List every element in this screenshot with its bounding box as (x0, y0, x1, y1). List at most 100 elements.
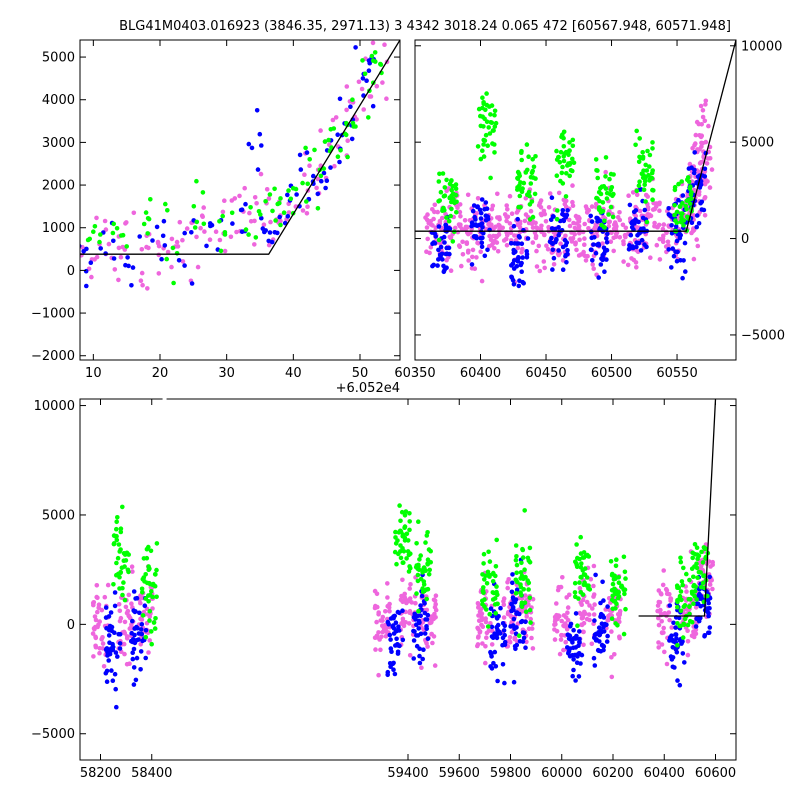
data-point (600, 208, 606, 214)
data-point (620, 222, 626, 228)
data-point (493, 664, 499, 669)
x-tick-label: 60400 (644, 766, 685, 781)
data-point (524, 142, 530, 147)
data-point (94, 583, 100, 588)
data-point (392, 549, 398, 555)
x-tick-label: 60500 (591, 366, 632, 381)
data-point (385, 619, 391, 625)
data-point (89, 274, 94, 280)
data-point (136, 631, 142, 636)
data-point (691, 629, 696, 634)
data-point (612, 222, 617, 227)
data-point (520, 255, 525, 260)
data-point (378, 647, 383, 653)
data-point (666, 243, 671, 248)
data-point (234, 229, 239, 235)
data-point (432, 663, 438, 668)
data-point (695, 552, 700, 557)
data-point (604, 196, 610, 201)
data-point (684, 589, 689, 594)
data-point (114, 560, 119, 566)
data-point (96, 602, 102, 607)
data-point (698, 603, 703, 609)
data-point (454, 210, 459, 215)
data-point (519, 241, 525, 246)
data-point (698, 593, 704, 599)
data-point (561, 647, 566, 653)
data-point (498, 605, 503, 611)
data-point (582, 242, 587, 247)
data-point (609, 616, 615, 621)
data-point (666, 206, 671, 211)
data-point (561, 158, 567, 164)
data-point (373, 647, 378, 652)
data-point (482, 253, 488, 259)
data-point (622, 591, 627, 597)
data-point (689, 230, 694, 236)
data-point (145, 231, 150, 236)
data-point (690, 555, 695, 561)
data-point (443, 251, 449, 257)
data-point (689, 196, 694, 202)
data-point (373, 603, 378, 609)
data-point (560, 208, 566, 213)
data-point (660, 582, 666, 588)
data-point (515, 185, 520, 190)
data-point (120, 504, 125, 510)
data-point (480, 589, 486, 594)
data-point (604, 247, 610, 253)
data-point (574, 660, 580, 665)
data-point (286, 210, 292, 215)
data-point (664, 661, 670, 667)
data-point (701, 207, 707, 213)
data-point (517, 193, 523, 199)
data-point (493, 573, 498, 579)
data-point (616, 575, 621, 580)
data-point (91, 229, 96, 234)
data-point (116, 602, 122, 607)
data-point (482, 207, 487, 212)
data-point (481, 142, 486, 147)
data-point (418, 631, 424, 637)
data-point (481, 585, 486, 590)
data-point (702, 174, 708, 179)
data-point (149, 589, 154, 594)
data-point (586, 226, 591, 231)
data-point (372, 50, 378, 55)
data-point (490, 579, 496, 584)
data-point (452, 200, 457, 206)
y-tick-label: 0 (741, 232, 749, 247)
data-point (492, 112, 497, 118)
data-point (551, 262, 557, 267)
data-point (612, 589, 618, 595)
data-point (691, 582, 697, 588)
data-point (217, 237, 223, 243)
data-point (603, 169, 608, 175)
data-point (442, 240, 447, 245)
data-point (616, 580, 622, 585)
data-point (570, 183, 575, 188)
data-point (680, 218, 685, 224)
data-point (534, 225, 540, 231)
data-point (571, 160, 577, 165)
data-point (666, 610, 672, 615)
data-point (131, 682, 137, 687)
data-point (650, 168, 655, 173)
data-point (182, 263, 187, 268)
data-point (475, 204, 480, 210)
data-point (489, 222, 494, 227)
data-point (526, 580, 532, 586)
data-point (266, 196, 272, 201)
data-point (572, 590, 578, 595)
data-point (570, 203, 576, 208)
data-point (554, 612, 559, 618)
data-point (399, 621, 404, 626)
data-point (433, 615, 438, 620)
data-point (169, 236, 175, 242)
data-point (660, 226, 666, 232)
data-point (411, 638, 417, 643)
data-point (107, 640, 112, 645)
data-point (696, 221, 702, 226)
data-point (479, 244, 485, 249)
data-point (680, 651, 686, 656)
